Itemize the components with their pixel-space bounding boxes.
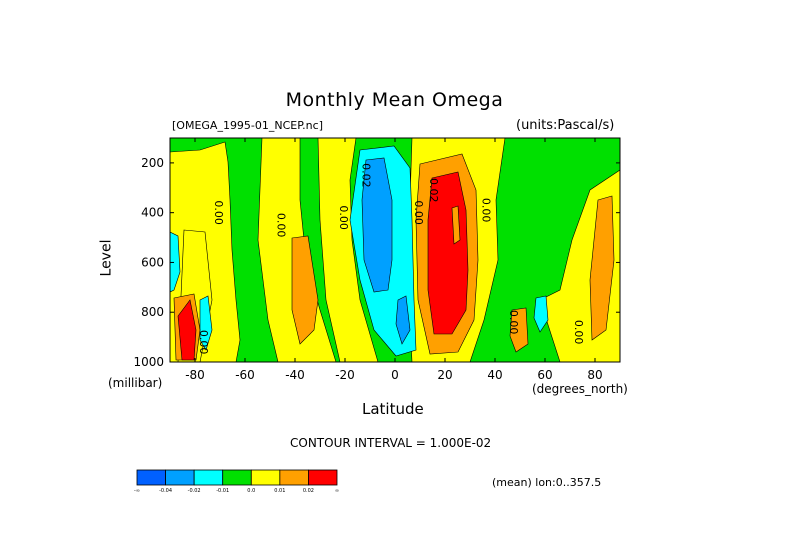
x-tick-label: -40 <box>285 368 305 382</box>
x-tick-label: -60 <box>235 368 255 382</box>
y-tick-label: 800 <box>141 305 164 319</box>
colorbar-label: -∞ <box>134 488 140 494</box>
mean-info-label: (mean) lon:0..357.5 <box>492 476 602 489</box>
region-orange-sh <box>291 235 319 345</box>
region-orange-nh-low <box>509 307 529 353</box>
y-axis-units: (millibar) <box>108 376 163 390</box>
y-tick-label: 200 <box>141 156 164 170</box>
colorbar-label: 0.0 <box>247 488 255 494</box>
contour-label: 0.02 <box>427 178 440 203</box>
y-axis: 200 400 600 800 1000 <box>133 156 620 369</box>
region-cyan-left <box>170 231 181 293</box>
colorbar-swatch <box>250 469 281 486</box>
colorbar-label: 0.01 <box>274 488 285 494</box>
region-blue-lower <box>395 295 411 345</box>
region-orange-nh <box>589 195 615 341</box>
x-tick-label: 60 <box>537 368 552 382</box>
x-tick-label: -20 <box>335 368 355 382</box>
x-tick-label: -80 <box>185 368 205 382</box>
colorbar-label: 0.02 <box>303 488 314 494</box>
plot-area: 0.000.00 0.000.020.000.020.000.00 0.000.00 <box>170 138 620 362</box>
colorbar: -∞ -0.04 -0.02 -0.01 0.0 0.01 0.02 ∞ <box>134 469 339 494</box>
contour-label: 0.00 <box>572 320 585 345</box>
contour-label: 0.00 <box>197 330 210 355</box>
x-tick-label: 80 <box>587 368 602 382</box>
contour-label: 0.00 <box>275 213 288 238</box>
colorbar-swatch <box>193 469 224 486</box>
region-cyan-small-nh <box>533 295 549 333</box>
contour-label: 0.02 <box>360 163 373 188</box>
colorbar-label: -0.04 <box>159 488 172 494</box>
region-red-polar <box>177 299 197 361</box>
colorbar-swatch <box>165 469 195 486</box>
contour-label: 0.00 <box>507 310 520 335</box>
contour-label: 0.00 <box>212 200 225 225</box>
contour-labels: 0.000.00 0.000.020.000.020.000.00 0.000.00 <box>197 163 585 354</box>
contour-label: 0.00 <box>480 198 493 223</box>
y-tick-label: 400 <box>141 206 164 220</box>
x-tick-label: 20 <box>437 368 452 382</box>
chart-title: Monthly Mean Omega <box>285 89 504 111</box>
dataset-label: [OMEGA_1995-01_NCEP.nc] <box>172 119 323 132</box>
x-axis-label: Latitude <box>362 400 424 418</box>
region-cyan-small-sh <box>199 295 213 351</box>
x-tick-label: 40 <box>487 368 502 382</box>
x-axis-units: (degrees_north) <box>532 382 628 396</box>
contour-interval-label: CONTOUR INTERVAL = 1.000E-02 <box>290 436 492 450</box>
colorbar-swatch <box>222 469 252 486</box>
contour-label: 0.00 <box>337 205 350 230</box>
contour-label: 0.00 <box>412 200 425 225</box>
x-tick-label: 0 <box>391 368 399 382</box>
units-label: (units:Pascal/s) <box>516 118 615 133</box>
colorbar-label: -0.02 <box>188 488 201 494</box>
colorbar-swatch <box>279 469 309 486</box>
colorbar-label: ∞ <box>335 488 339 494</box>
y-tick-label: 1000 <box>133 355 164 369</box>
y-tick-label: 600 <box>141 255 164 269</box>
colorbar-swatch <box>136 469 166 486</box>
region-blue-tropics <box>361 157 393 293</box>
x-axis: -80 -60 -40 -20 0 20 40 60 80 <box>185 138 603 382</box>
colorbar-swatch <box>308 469 338 486</box>
region-yellow-central <box>317 138 379 362</box>
colorbar-label: -0.01 <box>216 488 229 494</box>
region-orange-core <box>451 205 461 245</box>
